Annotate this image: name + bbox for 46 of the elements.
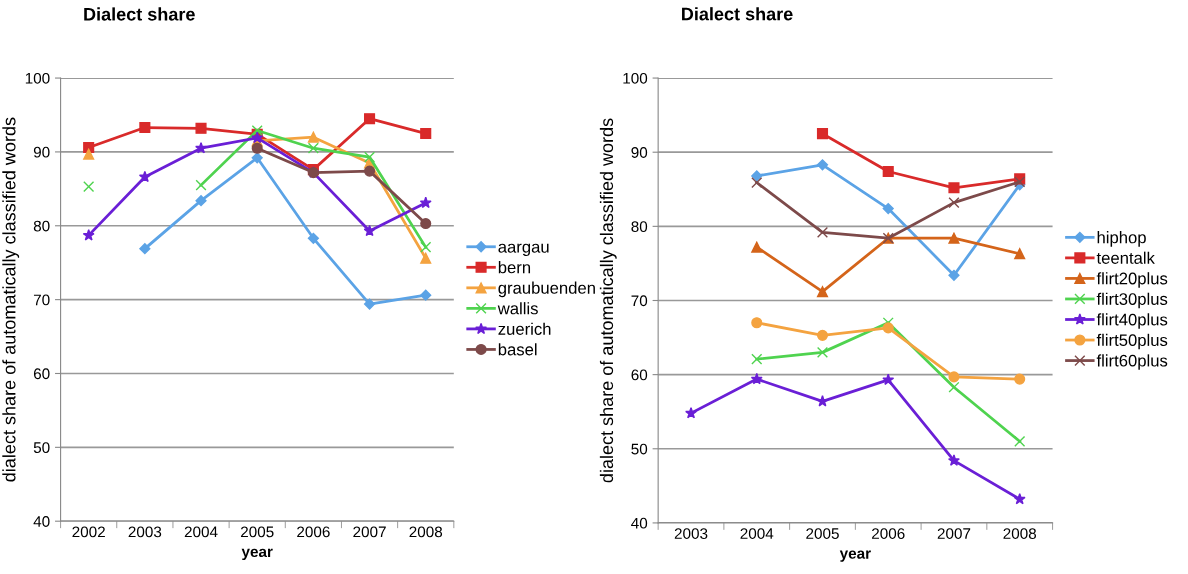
y-tick-label: 40 [33, 516, 50, 527]
legend-label: wallis [497, 302, 538, 315]
x-tick-label: 2004 [184, 526, 218, 538]
legend-label: teentalk [1096, 251, 1155, 264]
x-tick-label: 2008 [409, 526, 443, 538]
x-tick-label: 2002 [72, 526, 105, 538]
x-tick-label: 2005 [806, 528, 839, 539]
y-tick-label: 60 [33, 368, 50, 380]
y-tick-label: 80 [631, 221, 648, 233]
legend-label: aargau [498, 243, 549, 257]
y-tick-label: 70 [631, 295, 648, 307]
y-tick-label: 90 [631, 147, 648, 158]
chart-title: Dialect share [682, 7, 793, 21]
legend-label: flirt30plus [1096, 292, 1168, 309]
legend-label: graubuenden [498, 281, 595, 298]
x-tick-label: 2007 [937, 528, 971, 539]
x-tick-label: 2006 [297, 526, 330, 538]
y-tick-label: 100 [623, 72, 648, 84]
y-axis-title: dialect share of automatically classified words [2, 117, 20, 482]
legend-label: hiphop [1097, 231, 1146, 247]
y-tick-label: 60 [631, 369, 648, 381]
y-tick-label: 100 [25, 72, 50, 84]
x-tick-label: 2008 [1003, 528, 1037, 539]
legend-label: flirt40plus [1096, 313, 1168, 329]
y-tick-label: 90 [33, 146, 50, 158]
legend-label: bern [498, 261, 531, 274]
x-axis-title: year [839, 550, 871, 562]
legend-label: basel [498, 343, 537, 356]
legend-label: flirt20plus [1096, 272, 1168, 288]
legend-label: flirt50plus [1096, 333, 1168, 350]
y-tick-label: 80 [33, 220, 50, 232]
legend-label: zuerich [498, 322, 551, 335]
y-tick-label: 50 [631, 443, 648, 455]
legend-label: flirt60plus [1096, 354, 1168, 370]
y-tick-label: 50 [33, 442, 50, 454]
x-tick-label: 2007 [353, 526, 386, 538]
y-axis-title: dialect share of automatically classified words [599, 118, 617, 483]
y-tick-label: 40 [631, 517, 648, 529]
x-tick-label: 2006 [872, 528, 905, 539]
x-tick-label: 2005 [240, 526, 274, 538]
x-tick-label: 2003 [128, 526, 162, 538]
x-axis-title: year [241, 548, 273, 561]
x-tick-label: 2004 [740, 528, 774, 539]
x-tick-label: 2003 [674, 528, 708, 539]
chart-title: Dialect share [84, 7, 195, 21]
y-tick-label: 70 [33, 294, 50, 306]
